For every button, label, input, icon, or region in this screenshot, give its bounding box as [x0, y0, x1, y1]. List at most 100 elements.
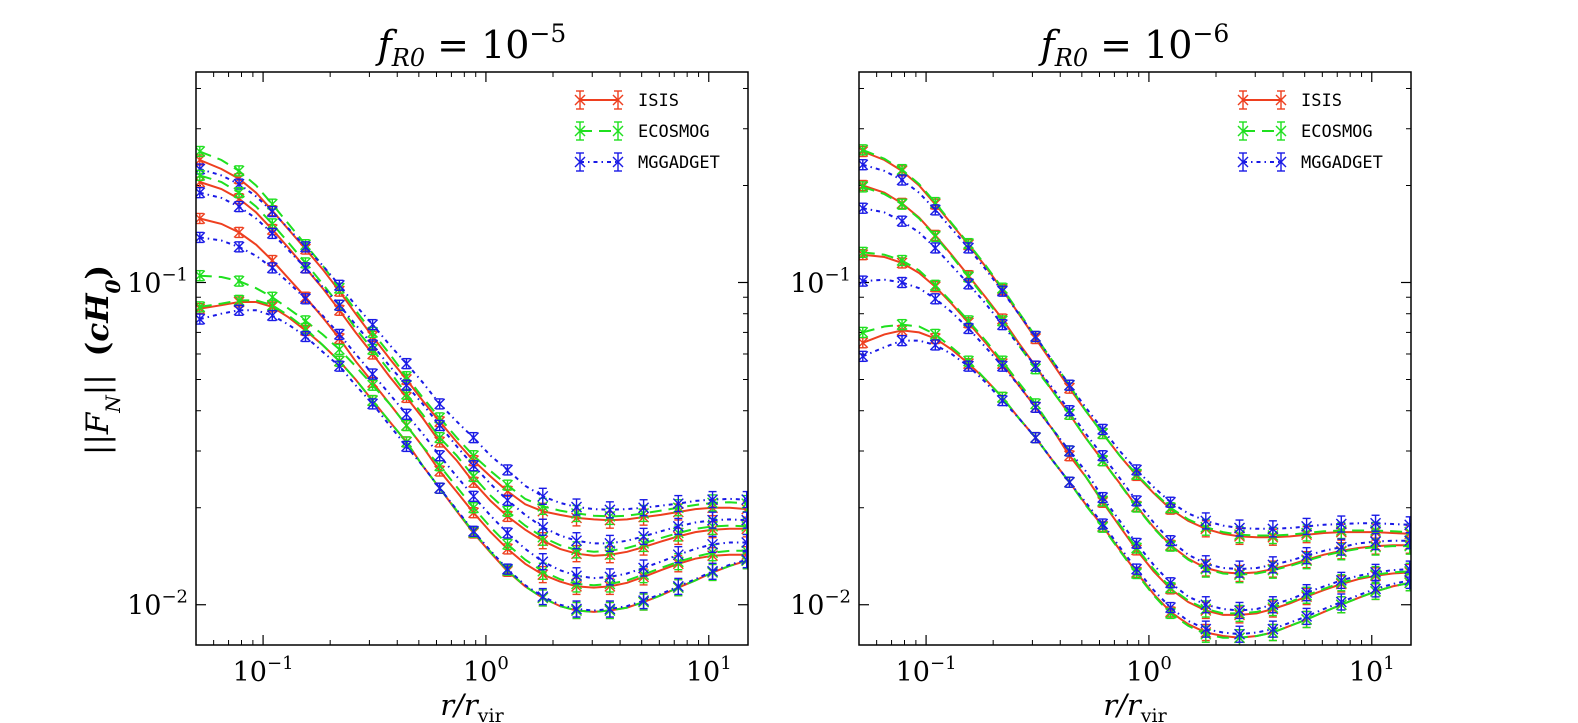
- panel1-series-mggadget-a-marker: [468, 431, 480, 444]
- panel1-legend-marker: [574, 152, 586, 172]
- panel2-legend-item-isis: ISIS: [1237, 90, 1342, 111]
- panel2-series-mggadget-a-marker: [962, 242, 974, 254]
- panel1-series-mggadget-c-marker: [571, 567, 583, 585]
- panel1-series-mggadget-b-marker: [434, 419, 446, 432]
- panel2-series-mggadget-b-marker: [1030, 360, 1042, 372]
- panel2-series-mggadget-b: [859, 202, 1411, 578]
- panel2-legend-label: ECOSMOG: [1301, 122, 1373, 142]
- panel2-series-isis-b: [859, 179, 1411, 583]
- panel1-series-mggadget-b-marker: [468, 460, 480, 472]
- panel1-series-mggadget-d-marker: [604, 600, 616, 618]
- panel2-series-mggadget-d-marker: [996, 394, 1008, 407]
- panel2-series-mggadget-c-line: [862, 278, 1410, 612]
- panel1-legend-label: ECOSMOG: [638, 122, 710, 142]
- panel1-series-ecosmog-b-marker: [266, 218, 278, 230]
- panel2-series-mggadget-a-line: [862, 163, 1410, 530]
- panel1-series-mggadget-d-marker: [672, 577, 684, 596]
- panel1-x-tick-exp: −1: [267, 653, 294, 674]
- panel2-series-mggadget-a-marker: [1335, 515, 1347, 533]
- panel1-series-mggadget-a-marker: [502, 464, 514, 476]
- panel1-series-mggadget-c-marker: [434, 450, 446, 462]
- panel2-axes-frame: [858, 71, 1412, 646]
- panel1-minor-ticks: [196, 72, 748, 645]
- panel1-series-mggadget-b-marker: [233, 200, 245, 213]
- panel2-x-tick-exp: 0: [1160, 653, 1171, 674]
- panel2-series-mggadget-b-marker: [1404, 532, 1411, 550]
- panel1-series-mggadget-d-marker: [741, 550, 748, 569]
- panel2-series-mggadget-a-marker: [896, 174, 908, 186]
- panel2-legend-marker: [1237, 152, 1249, 172]
- panel2-legend-marker: [1275, 121, 1287, 141]
- panel1-series-mggadget-d-marker: [571, 600, 583, 618]
- panel2-legend-label: MGGADGET: [1301, 153, 1383, 173]
- panel2-series-mggadget-b-marker: [929, 242, 941, 254]
- panel1-axes-frame: [195, 71, 749, 646]
- ylabel-unit-sub: 0: [101, 279, 125, 293]
- panel1-series-mggadget-a-marker: [434, 398, 446, 410]
- panel2-series-mggadget-a-marker: [1030, 330, 1042, 343]
- panel2-legend-marker: [1237, 121, 1249, 141]
- panel1-x-tick-exp: 1: [720, 653, 731, 674]
- panel1-x-tick-label: 10−1: [233, 653, 294, 688]
- panel1-x-tick-base: 10: [463, 657, 497, 688]
- panel1-x-axis-label: r/rvir: [440, 688, 504, 723]
- panel1-series-ecosmog-b-marker: [468, 470, 480, 483]
- panel1-series-mggadget-a-marker: [672, 494, 684, 513]
- ylabel-unit-close: ): [80, 265, 116, 280]
- ylabel-unit-open: (: [80, 342, 116, 357]
- panel1-series-mggadget-b-marker: [502, 494, 514, 506]
- panel2-series-mggadget-c-marker: [1200, 596, 1212, 614]
- panel2-series-mggadget-b-marker: [996, 318, 1008, 331]
- panel2-series-ecosmog-a: [859, 144, 1411, 545]
- panel2-series-mggadget-d-marker: [1234, 625, 1246, 643]
- panel2-series-isis-c-line: [862, 253, 1410, 616]
- panel2-series-ecosmog-b-line: [862, 185, 1410, 576]
- panel2-series-mggadget-d-marker: [1200, 620, 1212, 638]
- panel1-xlabel-r: r: [440, 688, 456, 722]
- panel2-legend-marker: [1275, 90, 1287, 110]
- panel1-series-mggadget-a-marker: [741, 490, 748, 509]
- panel2-series-ecosmog-c-marker: [896, 254, 908, 267]
- panel1-plot-area: [196, 145, 748, 620]
- panel1-series-mggadget-d-marker: [502, 563, 514, 575]
- panel1-y-tick-base: 10: [127, 268, 161, 299]
- panel2-x-tick-exp: 1: [1383, 653, 1394, 674]
- panel1-legend-item-mggadget: MGGADGET: [574, 152, 720, 173]
- panel1-legend-item-ecosmog: ECOSMOG: [574, 121, 710, 142]
- ylabel-pre: ||: [80, 434, 116, 455]
- panel1-series-ecosmog-c-line: [199, 274, 747, 587]
- panel2-series-ecosmog-b-marker: [896, 198, 908, 210]
- panel1-title-eq: = 10: [425, 23, 529, 67]
- panel2-series-mggadget-c-marker: [962, 322, 974, 335]
- panel2-x-tick-label: 101: [1349, 653, 1395, 688]
- panel1-xlabel-slash: /r: [451, 688, 480, 722]
- panel2-xlabel-sub: vir: [1140, 705, 1168, 723]
- panel2-series-mggadget-b-marker: [1097, 450, 1109, 462]
- panel1-series-ecosmog-d-line: [199, 299, 747, 613]
- panel2-series-mggadget-d-marker: [1335, 593, 1347, 611]
- panel2-x-tick-label: 100: [1126, 653, 1172, 688]
- panel1-series-mggadget-d: [196, 304, 748, 618]
- panel2-series-mggadget-a-marker: [1097, 423, 1109, 436]
- panel2-series-mggadget-d-marker: [896, 334, 908, 347]
- panel2-series-mggadget-c-marker: [1030, 401, 1042, 413]
- panel1-series-mggadget-a-marker: [707, 490, 719, 509]
- panel1-y-tick-base: 10: [127, 591, 161, 622]
- panel1-series-mggadget-c-marker: [400, 408, 412, 420]
- panel1-series-mggadget-d-marker: [434, 482, 446, 494]
- panel2-y-tick-label: 10−1: [790, 264, 851, 299]
- panel2-title-exp: −6: [1192, 19, 1229, 48]
- panel1-series-ecosmog-a-marker: [502, 479, 514, 491]
- panel1-legend-marker: [612, 90, 624, 110]
- panel2-y-tick-exp: −2: [824, 587, 851, 608]
- panel2-series-ecosmog-d: [859, 318, 1411, 645]
- panel2-series-mggadget-b-marker: [1267, 556, 1279, 574]
- panel1-series-mggadget-c-marker: [468, 490, 480, 503]
- panel2-series-mggadget-d-marker: [1030, 431, 1042, 444]
- panel1-series-mggadget-b-marker: [707, 511, 719, 529]
- panel1-series-mggadget-d-line: [199, 309, 747, 612]
- panel2-xlabel-r: r: [1103, 688, 1119, 722]
- panel2-series-mggadget-c-marker: [1335, 571, 1347, 590]
- panel2-series-mggadget-c-marker: [1301, 583, 1313, 602]
